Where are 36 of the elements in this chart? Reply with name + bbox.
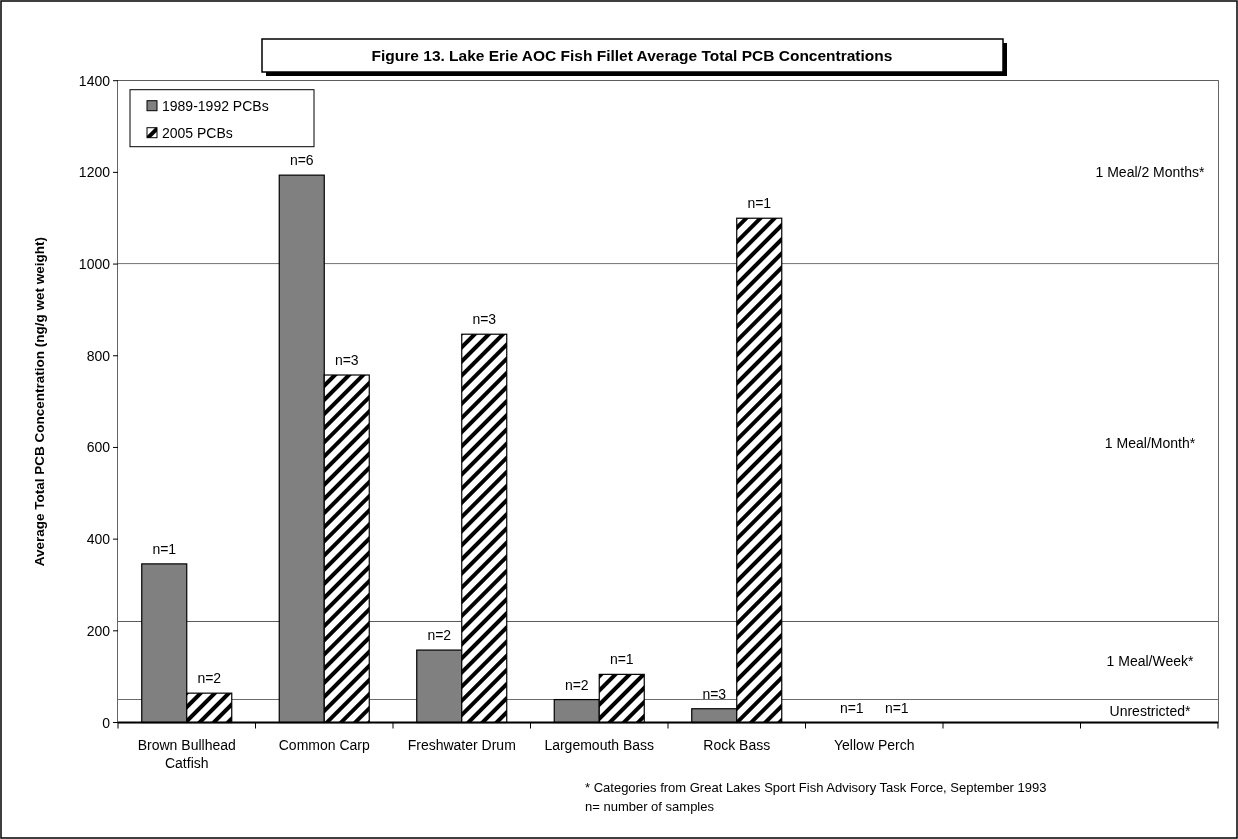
annotation: n=6 [289,152,314,169]
x-tick-label: Freshwater Drum [407,736,516,753]
x-tick-label: Rock Bass [703,736,771,753]
y-tick-label: 0 [102,714,111,731]
annotation: n=2 [197,670,222,687]
y-tick-label: 600 [86,439,111,456]
x-tick-label: Common Carp [278,736,370,753]
x-tick-label: Brown Bullhead Catfish [137,736,236,771]
band-label: 1 Meal/Week* [1106,652,1194,669]
chart-title: Figure 13. Lake Erie AOC Fish Fillet Average Total PCB Concentrations [371,47,893,64]
band-label: Unrestricted* [1109,703,1192,720]
band-label: 1 Meal/2 Months* [1095,164,1206,181]
x-tick-label: Yellow Perch [834,736,915,753]
y-tick-label: 1400 [78,72,111,89]
text: n= number of samples [585,799,715,814]
band-label: 1 Meal/Month* [1104,434,1196,451]
annotation: n=1 [152,540,177,557]
y-tick-label: 1000 [78,256,111,273]
legend-label: 2005 PCBs [162,124,233,141]
annotation: n=2 [427,627,452,644]
text: * Categories from Great Lakes Sport Fish Advisory Task Force, September 1993 [585,780,1047,795]
annotation: n=1 [884,699,909,716]
y-tick-label: 1200 [78,164,111,181]
annotation: n=1 [839,699,864,716]
y-tick-label: 400 [86,531,111,548]
y-axis-title: Average Total PCB Concentration (ng/g wet weight) [32,236,47,567]
annotation: n=2 [564,676,589,693]
legend-label: 1989-1992 PCBs [162,97,269,114]
annotation: n=1 [747,195,772,212]
annotation: n=1 [609,651,634,668]
annotation: n=3 [334,352,359,369]
annotation: n=3 [702,685,727,702]
y-tick-label: 800 [86,347,111,364]
x-tick-label: Largemouth Bass [544,736,655,753]
annotation: n=3 [472,311,497,328]
y-tick-label: 200 [86,622,111,639]
